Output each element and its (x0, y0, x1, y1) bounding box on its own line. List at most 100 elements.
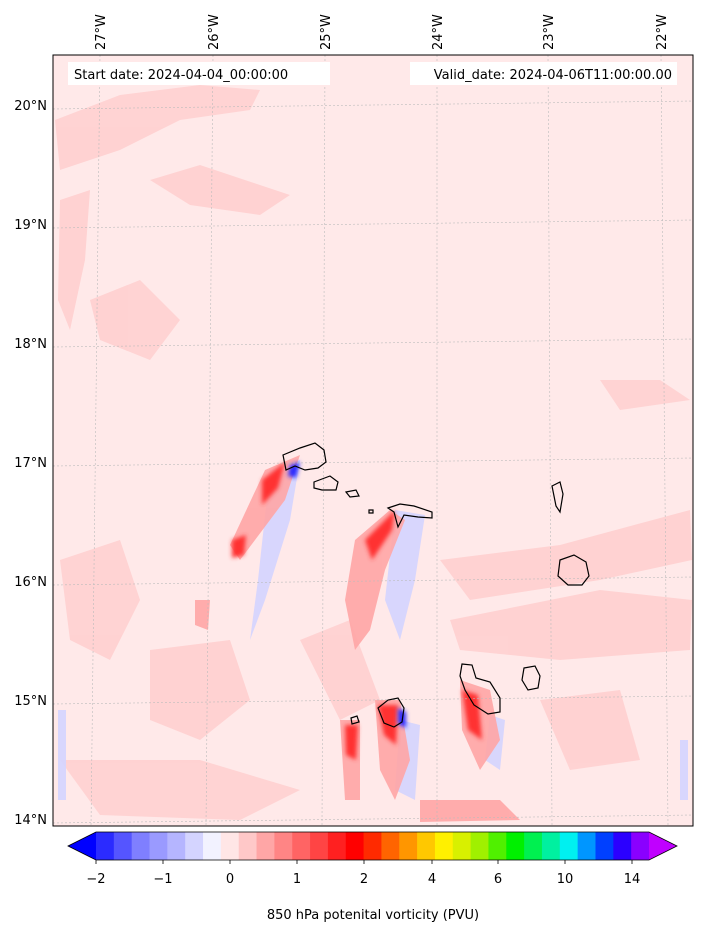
colorbar-box (345, 832, 365, 860)
longitude-label: 27°W (94, 14, 109, 50)
latitude-label: 20°N (14, 99, 47, 114)
pv-negative-streak (680, 740, 688, 800)
colorbar-box (327, 832, 347, 860)
plot-frame (52, 54, 694, 827)
colorbar-tick-label: 4 (428, 872, 436, 887)
pv-negative-streak (250, 460, 300, 640)
vorticity-field (55, 85, 692, 822)
colorbar-box (167, 832, 186, 860)
parallel-line (52, 219, 694, 229)
colorbar-box (220, 832, 240, 860)
pv-plume (420, 800, 520, 822)
pv-streak (600, 380, 690, 410)
colorbar-ticks: −2 −1 0 1 2 4 6 10 14 (86, 860, 640, 887)
gridlines (52, 54, 694, 827)
pv-plume (345, 510, 405, 650)
pv-streak (540, 690, 640, 770)
longitude-labels: 27°W 26°W 25°W 24°W 23°W 22°W (94, 14, 670, 50)
pv-streak (90, 280, 180, 360)
colorbar-label: 850 hPa potenital vorticity (PVU) (267, 908, 479, 923)
colorbar-tick-label: 6 (494, 872, 502, 887)
island-boa-vista (557, 554, 590, 586)
pv-core (262, 462, 285, 505)
start-date-label: Start date: 2024-04-04_00:00:00 (74, 68, 288, 83)
colorbar-box (488, 832, 507, 860)
colorbar-box (310, 832, 329, 860)
parallel-line (52, 814, 694, 824)
colorbar-tick-label: −1 (153, 872, 172, 887)
colorbar-box (363, 832, 382, 860)
pv-plume (230, 455, 300, 560)
colorbar-box (506, 832, 525, 860)
colorbar-box (399, 832, 418, 860)
pv-streak (150, 165, 290, 215)
colorbar-tick-label: 0 (226, 872, 234, 887)
colorbar-tick-label: −2 (86, 872, 105, 887)
pv-core (462, 690, 482, 740)
colorbar-box (577, 832, 596, 860)
latitude-label: 16°N (14, 575, 47, 590)
colorbar-box (131, 832, 151, 860)
latitude-label: 15°N (14, 694, 47, 709)
colorbar-box (559, 832, 579, 860)
pv-negative-streak (58, 710, 66, 800)
colorbar-box (149, 832, 168, 860)
pv-core (345, 725, 358, 760)
start-date-box (68, 62, 330, 85)
colorbar-box (417, 832, 436, 860)
colorbar-tick-label: 10 (557, 872, 574, 887)
parallel-line (52, 695, 694, 705)
colorbar-box (238, 832, 258, 860)
pv-streak (450, 590, 692, 660)
valid-date-box (410, 62, 677, 85)
colorbar-box (524, 832, 543, 860)
meridian-line (660, 54, 669, 827)
parallel-line (52, 457, 694, 467)
island-brava (350, 715, 360, 725)
longitude-label: 24°W (431, 14, 446, 50)
pv-streak (440, 510, 692, 600)
island-maio (521, 665, 541, 691)
pv-streak (55, 85, 260, 170)
island-sao-nicolau (386, 503, 433, 529)
longitude-label: 22°W (655, 14, 670, 50)
latitude-label: 14°N (14, 813, 47, 828)
pv-core (232, 535, 246, 558)
pv-streak (150, 640, 250, 740)
latitude-label: 19°N (14, 218, 47, 233)
colorbar-tick-label: 1 (293, 872, 301, 887)
meridian-line (321, 54, 326, 827)
pv-streak (300, 620, 380, 720)
colorbar-box (113, 832, 133, 860)
meridian-line (205, 54, 214, 827)
colorbar-box (274, 832, 293, 860)
latitude-label: 17°N (14, 456, 47, 471)
pv-plume (195, 600, 210, 630)
coastlines (282, 442, 590, 728)
parallel-line (52, 100, 694, 110)
pv-negative-core (288, 462, 300, 478)
colorbar-box (256, 832, 275, 860)
pv-streak (60, 760, 300, 820)
island-santo-antao (282, 442, 327, 471)
longitude-label: 25°W (319, 14, 334, 50)
colorbar-box (613, 832, 632, 860)
colorbar-box (470, 832, 489, 860)
meridian-line (547, 54, 553, 827)
colorbar-extend-low (68, 832, 96, 860)
colorbar-extend-high (649, 832, 677, 860)
latitude-labels: 20°N 19°N 18°N 17°N 16°N 15°N 14°N (14, 99, 47, 828)
pv-streak (60, 540, 140, 660)
colorbar-tick-label: 2 (360, 872, 368, 887)
pv-core (365, 510, 395, 560)
colorbar-box (381, 832, 400, 860)
colorbar (67, 831, 678, 861)
colorbar-box (434, 832, 454, 860)
longitude-label: 23°W (542, 14, 557, 50)
colorbar-box (631, 832, 650, 860)
latitude-label: 18°N (14, 337, 47, 352)
colorbar-box (452, 832, 472, 860)
longitude-label: 26°W (207, 14, 222, 50)
island-santiago (459, 663, 501, 715)
